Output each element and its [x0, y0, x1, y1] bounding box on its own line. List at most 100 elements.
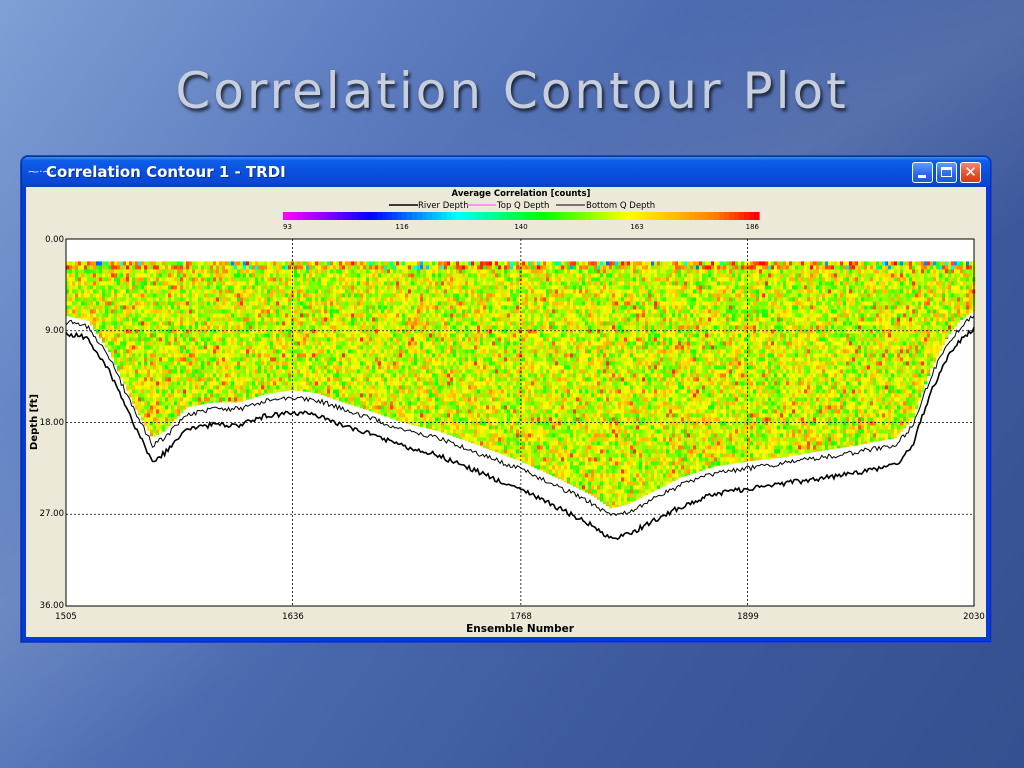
heatmap-cell — [333, 341, 337, 346]
heatmap-cell — [111, 261, 115, 266]
heatmap-cell — [243, 369, 247, 374]
heatmap-cell — [312, 381, 316, 386]
heatmap-cell — [372, 273, 376, 278]
heatmap-cell — [426, 409, 430, 414]
heatmap-cell — [348, 381, 352, 386]
heatmap-cell — [396, 373, 400, 378]
heatmap-cell — [468, 429, 472, 434]
heatmap-cell — [231, 269, 235, 274]
maximize-button[interactable] — [936, 162, 957, 183]
heatmap-cell — [393, 353, 397, 358]
heatmap-cell — [225, 325, 229, 330]
heatmap-cell — [342, 285, 346, 290]
heatmap-cell — [189, 289, 193, 294]
heatmap-cell — [144, 313, 148, 318]
heatmap-cell — [414, 361, 418, 366]
heatmap-cell — [195, 317, 199, 322]
heatmap-cell — [435, 413, 439, 418]
colorbar-segment — [456, 212, 463, 220]
heatmap-cell — [300, 361, 304, 366]
heatmap-cell — [423, 377, 427, 382]
heatmap-cell — [195, 321, 199, 326]
heatmap-cell — [441, 329, 445, 334]
heatmap-cell — [153, 341, 157, 346]
heatmap-cell — [465, 301, 469, 306]
heatmap-cell — [333, 269, 337, 274]
heatmap-cell — [408, 277, 412, 282]
heatmap-cell — [456, 353, 460, 358]
heatmap-cell — [300, 305, 304, 310]
heatmap-cell — [471, 421, 475, 426]
colorbar-segment — [729, 212, 735, 220]
heatmap-cell — [411, 301, 415, 306]
heatmap-cell — [333, 313, 337, 318]
heatmap-cell — [111, 341, 115, 346]
heatmap-cell — [342, 385, 346, 390]
heatmap-cell — [372, 265, 376, 270]
heatmap-cell — [195, 273, 199, 278]
heatmap-cell — [381, 401, 385, 406]
heatmap-cell — [258, 297, 262, 302]
heatmap-cell — [321, 265, 325, 270]
heatmap-cell — [288, 377, 292, 382]
heatmap-cell — [138, 373, 142, 378]
heatmap-cell — [288, 273, 292, 278]
heatmap-cell — [111, 333, 115, 338]
heatmap-cell — [156, 337, 160, 342]
heatmap-cell — [312, 345, 316, 350]
colorbar-segment — [635, 212, 641, 220]
heatmap-cell — [285, 321, 289, 326]
heatmap-cell — [150, 273, 154, 278]
heatmap-cell — [153, 329, 157, 334]
heatmap-cell — [234, 309, 238, 314]
heatmap-cell — [354, 329, 358, 334]
heatmap-cell — [318, 313, 322, 318]
heatmap-cell — [384, 377, 388, 382]
heatmap-cell — [300, 369, 304, 374]
heatmap-cell — [132, 397, 136, 402]
heatmap-cell — [228, 349, 232, 354]
heatmap-cell — [93, 277, 97, 282]
heatmap-cell — [426, 389, 430, 394]
heatmap-cell — [282, 261, 286, 266]
heatmap-cell — [336, 369, 340, 374]
heatmap-cell — [378, 341, 382, 346]
heatmap-cell — [219, 297, 223, 302]
heatmap-cell — [456, 405, 460, 410]
window-titlebar[interactable]: ⁓·⁓ Correlation Contour 1 - TRDI ✕ — [22, 157, 990, 187]
heatmap-cell — [387, 293, 391, 298]
heatmap-cell — [471, 273, 475, 278]
heatmap-cell — [348, 313, 352, 318]
heatmap-cell — [306, 305, 310, 310]
heatmap-cell — [120, 345, 124, 350]
heatmap-cell — [174, 337, 178, 342]
heatmap-cell — [192, 297, 196, 302]
heatmap-cell — [117, 361, 121, 366]
heatmap-cell — [456, 417, 460, 422]
heatmap-cell — [69, 285, 73, 290]
minimize-button[interactable] — [912, 162, 933, 183]
heatmap-cell — [399, 349, 403, 354]
heatmap-cell — [372, 269, 376, 274]
close-button[interactable]: ✕ — [960, 162, 981, 183]
heatmap-cell — [417, 261, 421, 266]
heatmap-cell — [213, 337, 217, 342]
heatmap-cell — [126, 273, 130, 278]
heatmap-cell — [168, 277, 172, 282]
heatmap-cell — [447, 341, 451, 346]
heatmap-cell — [306, 285, 310, 290]
heatmap-cell — [354, 373, 358, 378]
heatmap-cell — [138, 297, 142, 302]
heatmap-cell — [336, 313, 340, 318]
heatmap-cell — [417, 381, 421, 386]
heatmap-cell — [348, 329, 352, 334]
heatmap-cell — [201, 385, 205, 390]
heatmap-cell — [153, 409, 157, 414]
heatmap-cell — [189, 341, 193, 346]
heatmap-cell — [417, 265, 421, 270]
heatmap-cell — [447, 365, 451, 370]
heatmap-cell — [471, 385, 475, 390]
heatmap-cell — [177, 273, 181, 278]
heatmap-cell — [438, 425, 442, 430]
heatmap-cell — [156, 265, 160, 270]
